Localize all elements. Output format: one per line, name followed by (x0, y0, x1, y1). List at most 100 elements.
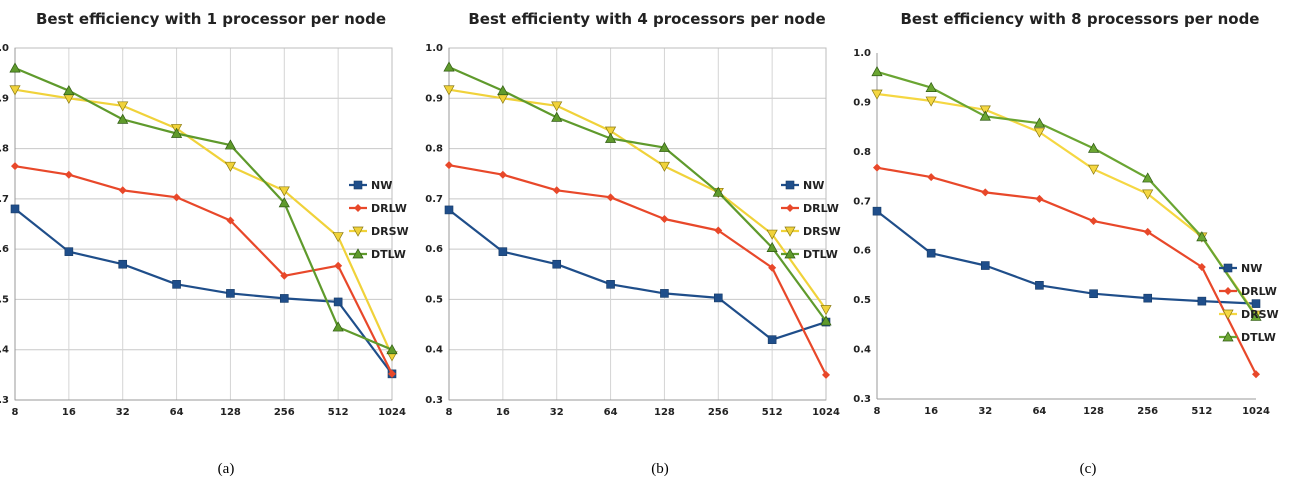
x-tick-label: 32 (116, 407, 130, 418)
data-point-drlw (1197, 263, 1206, 272)
data-point-drlw (118, 186, 127, 195)
data-point-dtlw (1196, 231, 1208, 242)
y-tick-label: 0.5 (425, 294, 443, 305)
y-tick-label: 0.4 (853, 345, 871, 356)
legend-label-nw: NW (803, 179, 824, 192)
legend-marker-dtlw (1222, 331, 1234, 342)
series-line-drlw (14, 165, 393, 375)
series-line-dtlw (876, 70, 1257, 318)
caption-b: (b) (651, 461, 669, 477)
legend-label-drlw: DRLW (803, 202, 839, 215)
legend-marker-drlw (354, 204, 362, 212)
data-point-dtlw (63, 85, 75, 96)
x-tick-label: 64 (170, 407, 184, 418)
y-tick-label: 0.4 (425, 345, 443, 356)
data-point-drlw (714, 226, 723, 235)
series-line-dtlw (448, 66, 827, 322)
y-tick-label: 0.7 (853, 196, 871, 207)
y-tick-label: 1.0 (0, 43, 9, 54)
legend-marker-nw (353, 180, 363, 190)
data-point-drsw (871, 89, 883, 100)
legend-marker-drlw (1224, 287, 1232, 295)
data-point-drsw (1142, 189, 1154, 200)
x-tick-label: 256 (274, 407, 295, 418)
x-tick-label: 64 (1032, 406, 1046, 417)
y-tick-label: 0.7 (425, 194, 443, 205)
x-tick-label: 32 (978, 406, 992, 417)
data-point-drsw (1087, 164, 1100, 175)
y-tick-label: 0.7 (0, 194, 9, 205)
data-point-drsw (332, 232, 344, 243)
y-tick-label: 0.8 (0, 144, 9, 155)
plot-frame (14, 47, 393, 401)
data-point-drlw (1252, 370, 1260, 379)
y-tick-label: 0.8 (425, 144, 443, 155)
data-point-drsw (820, 305, 832, 316)
legend-label-nw: NW (1241, 262, 1262, 275)
data-point-nw (444, 205, 454, 215)
data-point-dtlw (497, 85, 509, 96)
data-point-nw (980, 261, 990, 270)
data-point-drlw (927, 173, 936, 182)
data-point-drlw (873, 163, 881, 172)
legend-label-dtlw: DTLW (371, 248, 406, 261)
data-point-dtlw (443, 61, 455, 72)
data-point-nw (64, 247, 74, 256)
series-line-nw (876, 210, 1257, 305)
data-point-drlw (445, 161, 453, 170)
data-point-drlw (981, 188, 990, 197)
data-point-drsw (443, 85, 455, 96)
x-tick-label: 256 (1137, 406, 1158, 417)
data-point-drsw (551, 101, 563, 112)
data-point-dtlw (871, 66, 883, 77)
data-point-dtlw (1033, 117, 1046, 128)
data-point-nw (118, 259, 128, 269)
x-tick-label: 1024 (1242, 406, 1270, 417)
y-tick-label: 0.3 (425, 395, 443, 406)
data-point-drlw (606, 193, 615, 202)
data-point-drlw (1035, 194, 1044, 203)
legend-label-drsw: DRSW (803, 225, 841, 238)
y-tick-label: 0.4 (0, 345, 9, 356)
x-tick-label: 128 (1083, 406, 1104, 417)
data-point-nw (226, 289, 235, 298)
data-point-nw (767, 335, 777, 344)
data-point-dtlw (224, 139, 237, 150)
data-point-nw (552, 259, 562, 269)
series-line-dtlw (14, 67, 393, 351)
y-tick-label: 0.6 (853, 246, 871, 257)
data-point-dtlw (332, 321, 344, 332)
chart-title: Best efficienty with 4 processors per no… (468, 10, 825, 28)
data-point-dtlw (1087, 142, 1100, 153)
data-point-drlw (11, 162, 19, 171)
data-point-drlw (334, 261, 343, 270)
x-tick-label: 512 (1191, 406, 1212, 417)
data-point-nw (1089, 289, 1098, 299)
legend-marker-nw (785, 180, 795, 190)
data-point-drsw (278, 186, 290, 197)
data-point-drlw (498, 170, 507, 179)
data-point-dtlw (117, 113, 129, 124)
y-tick-label: 0.9 (853, 97, 871, 108)
data-point-drlw (388, 369, 396, 378)
data-point-drlw (660, 214, 669, 223)
x-tick-label: 1024 (812, 407, 840, 418)
data-point-dtlw (658, 141, 671, 152)
data-point-drlw (64, 170, 73, 179)
legend-label-dtlw: DTLW (1241, 331, 1276, 344)
series-line-drlw (876, 166, 1257, 375)
y-tick-label: 0.5 (853, 295, 871, 306)
series-line-nw (448, 209, 827, 341)
y-tick-label: 0.9 (0, 93, 9, 104)
data-point-nw (1251, 299, 1261, 308)
data-point-nw (172, 280, 181, 289)
data-point-dtlw (712, 186, 724, 197)
x-tick-label: 512 (762, 407, 783, 418)
data-point-drsw (117, 101, 129, 112)
data-point-dtlw (979, 110, 991, 121)
y-tick-label: 0.5 (0, 294, 9, 305)
chart-title: Best efficiency with 8 processors per no… (901, 10, 1260, 28)
legend-label-drlw: DRLW (371, 202, 407, 215)
legend-label-drlw: DRLW (1241, 285, 1277, 298)
